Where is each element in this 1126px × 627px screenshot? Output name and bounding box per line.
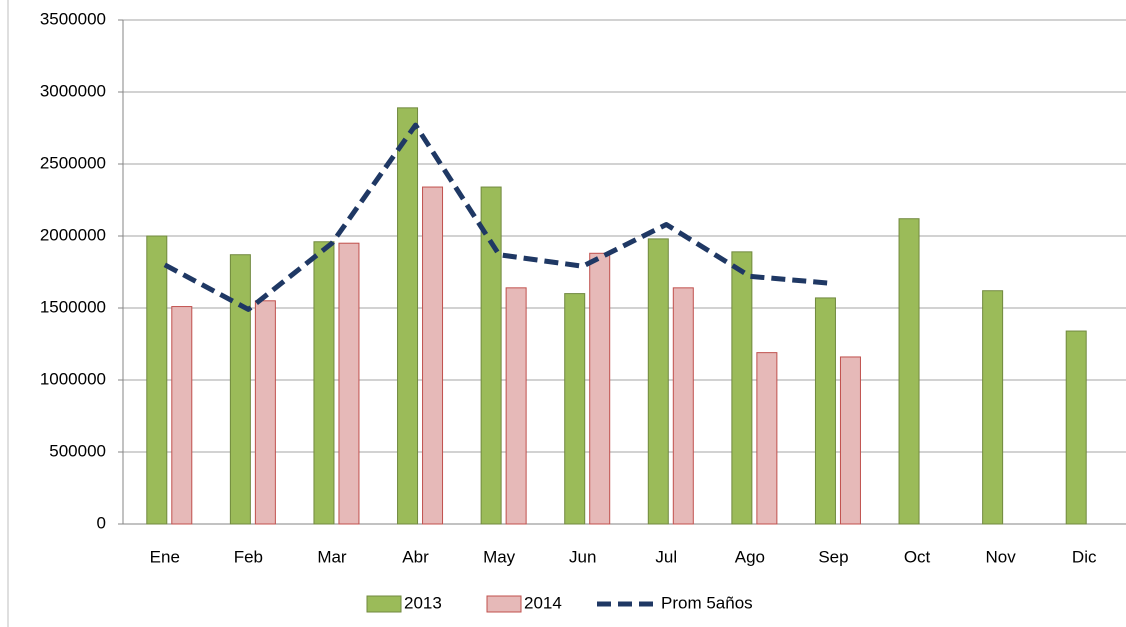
bar bbox=[839, 356, 861, 525]
bar bbox=[647, 238, 669, 525]
bar bbox=[146, 235, 168, 525]
x-tick-label: Feb bbox=[234, 547, 263, 566]
bar bbox=[564, 293, 586, 525]
y-tick-label: 1500000 bbox=[40, 297, 106, 316]
bar bbox=[672, 287, 694, 525]
bar bbox=[480, 186, 502, 525]
legend-label: Prom 5años bbox=[661, 593, 753, 612]
bar bbox=[397, 107, 419, 525]
y-tick-label: 3500000 bbox=[40, 9, 106, 28]
x-tick-label: Ago bbox=[735, 547, 765, 566]
bar bbox=[814, 297, 836, 525]
x-tick-label: Nov bbox=[986, 547, 1017, 566]
legend-swatch bbox=[366, 595, 402, 613]
legend-swatch bbox=[486, 595, 522, 613]
bar bbox=[422, 186, 444, 525]
x-tick-label: Abr bbox=[402, 547, 429, 566]
bar bbox=[338, 242, 360, 525]
x-tick-label: May bbox=[483, 547, 516, 566]
y-tick-label: 2500000 bbox=[40, 153, 106, 172]
line-series bbox=[163, 122, 834, 312]
bar bbox=[254, 300, 276, 525]
y-tick-label: 0 bbox=[97, 513, 106, 532]
x-tick-label: Oct bbox=[904, 547, 931, 566]
y-tick-label: 3000000 bbox=[40, 81, 106, 100]
y-tick-label: 1000000 bbox=[40, 369, 106, 388]
legend-label: 2013 bbox=[404, 593, 442, 612]
x-tick-label: Dic bbox=[1072, 547, 1097, 566]
bar bbox=[313, 241, 335, 525]
bar bbox=[1065, 330, 1087, 525]
bar bbox=[505, 287, 527, 525]
bar bbox=[756, 352, 778, 525]
bar bbox=[229, 254, 251, 525]
bar bbox=[589, 252, 611, 525]
x-tick-label: Jul bbox=[655, 547, 677, 566]
legend-label: 2014 bbox=[524, 593, 562, 612]
x-tick-label: Ene bbox=[150, 547, 180, 566]
y-tick-label: 500000 bbox=[49, 441, 106, 460]
x-tick-label: Sep bbox=[818, 547, 848, 566]
bar bbox=[898, 218, 920, 525]
bar bbox=[171, 306, 193, 525]
x-tick-label: Mar bbox=[317, 547, 347, 566]
x-tick-label: Jun bbox=[569, 547, 596, 566]
bar bbox=[982, 290, 1004, 525]
bar bbox=[731, 251, 753, 525]
y-tick-label: 2000000 bbox=[40, 225, 106, 244]
